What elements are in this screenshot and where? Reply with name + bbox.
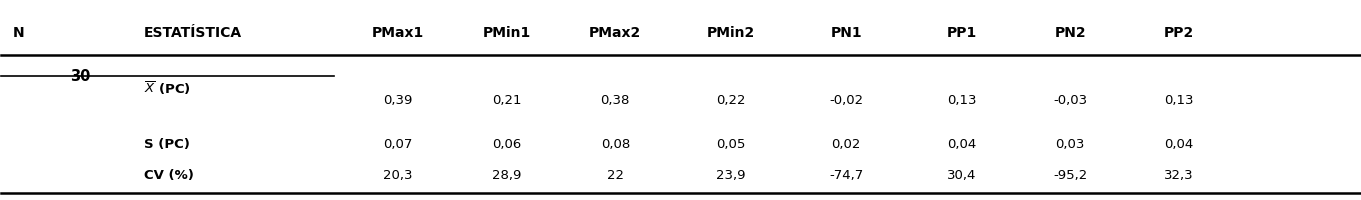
Text: 0,38: 0,38 — [600, 94, 630, 106]
Text: 0,21: 0,21 — [491, 94, 521, 106]
Text: 30: 30 — [69, 69, 90, 84]
Text: 0,39: 0,39 — [384, 94, 412, 106]
Text: 0,22: 0,22 — [716, 94, 746, 106]
Text: PN2: PN2 — [1055, 26, 1086, 40]
Text: ESTATÍSTICA: ESTATÍSTICA — [144, 26, 242, 40]
Text: 0,13: 0,13 — [1164, 94, 1194, 106]
Text: PMax2: PMax2 — [589, 26, 641, 40]
Text: PMin1: PMin1 — [483, 26, 531, 40]
Text: 0,13: 0,13 — [947, 94, 976, 106]
Text: CV (%): CV (%) — [144, 168, 193, 181]
Text: 0,05: 0,05 — [716, 137, 746, 150]
Text: 0,02: 0,02 — [832, 137, 862, 150]
Text: PMin2: PMin2 — [706, 26, 755, 40]
Text: 28,9: 28,9 — [491, 168, 521, 181]
Text: 23,9: 23,9 — [716, 168, 746, 181]
Text: 0,03: 0,03 — [1056, 137, 1085, 150]
Text: PP2: PP2 — [1164, 26, 1194, 40]
Text: 20,3: 20,3 — [384, 168, 412, 181]
Text: $\overline{X}$ (PC): $\overline{X}$ (PC) — [144, 80, 191, 97]
Text: 0,04: 0,04 — [947, 137, 976, 150]
Text: 22: 22 — [607, 168, 623, 181]
Text: -0,03: -0,03 — [1053, 94, 1087, 106]
Text: PMax1: PMax1 — [372, 26, 425, 40]
Text: -74,7: -74,7 — [829, 168, 863, 181]
Text: PP1: PP1 — [946, 26, 977, 40]
Text: 0,04: 0,04 — [1165, 137, 1194, 150]
Text: 0,08: 0,08 — [600, 137, 630, 150]
Text: 30,4: 30,4 — [947, 168, 976, 181]
Text: 0,06: 0,06 — [493, 137, 521, 150]
Text: 0,07: 0,07 — [384, 137, 412, 150]
Text: N: N — [14, 26, 24, 40]
Text: PN1: PN1 — [830, 26, 862, 40]
Text: 32,3: 32,3 — [1164, 168, 1194, 181]
Text: S (PC): S (PC) — [144, 137, 191, 150]
Text: -0,02: -0,02 — [829, 94, 863, 106]
Text: -95,2: -95,2 — [1053, 168, 1087, 181]
